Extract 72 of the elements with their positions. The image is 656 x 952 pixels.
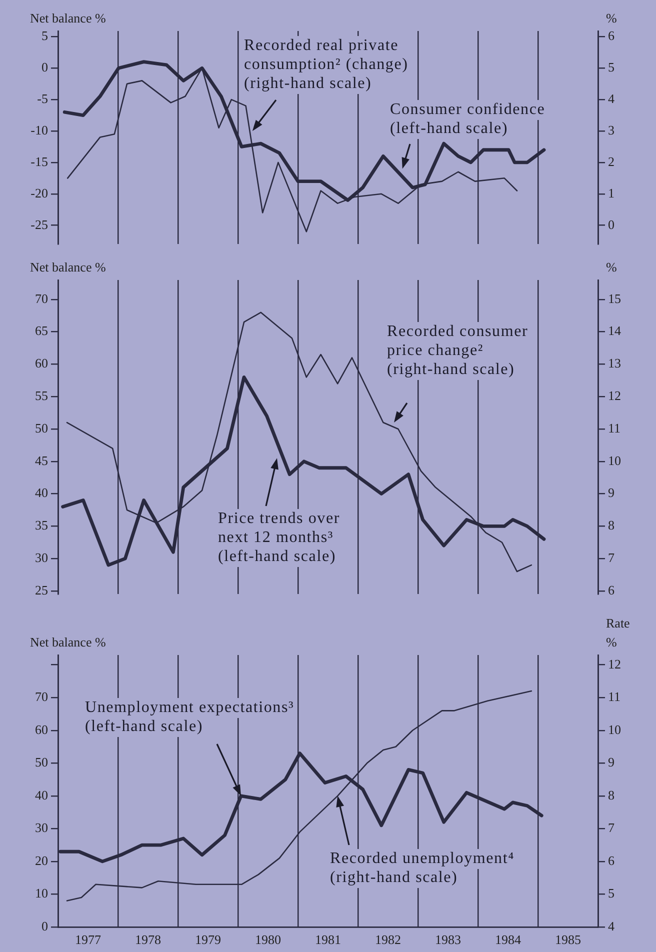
y2-tick-label: 5 bbox=[608, 60, 614, 75]
y2-tick-label: 8 bbox=[608, 787, 614, 802]
y2-tick-label: 6 bbox=[608, 28, 615, 44]
y2-tick-label: 5 bbox=[608, 886, 614, 901]
y-tick-label: 5 bbox=[42, 28, 48, 44]
y-tick-label: 55 bbox=[35, 388, 48, 404]
x-tick-label: 1980 bbox=[255, 932, 281, 948]
y-tick-label: 30 bbox=[35, 550, 48, 565]
y-tick-label: 35 bbox=[35, 518, 48, 533]
y-tick-label: 40 bbox=[35, 485, 48, 500]
y-tick-label: 45 bbox=[35, 452, 48, 468]
y2-tick-label: 12 bbox=[608, 388, 621, 404]
annotation: Consumer confidence (left-hand scale) bbox=[390, 101, 546, 138]
x-tick-label: 1977 bbox=[75, 932, 102, 948]
y-tick-label: 25 bbox=[35, 582, 48, 598]
y-tick-label: 30 bbox=[35, 820, 48, 836]
y-tick-label: 50 bbox=[35, 754, 48, 770]
y-tick-label: 0 bbox=[42, 918, 48, 934]
y2-tick-label: 4 bbox=[608, 90, 615, 106]
y-tick-label: -10 bbox=[30, 122, 48, 138]
y2-tick-label: 10 bbox=[608, 452, 621, 468]
x-tick-label: 1985 bbox=[555, 932, 581, 948]
y-axis-title: Net balance % bbox=[30, 634, 106, 650]
x-tick-label: 1979 bbox=[195, 932, 221, 948]
y-tick-label: 40 bbox=[35, 787, 48, 802]
y-tick-label: -5 bbox=[37, 90, 48, 106]
y2-axis-title: % bbox=[606, 259, 617, 274]
y-axis-title: Net balance % bbox=[30, 10, 106, 26]
y-tick-label: 70 bbox=[35, 689, 48, 704]
y2-tick-label: 6 bbox=[608, 582, 615, 598]
y2-tick-label: 2 bbox=[608, 154, 614, 169]
x-tick-label: 1978 bbox=[135, 932, 161, 948]
y-tick-label: 60 bbox=[35, 356, 48, 371]
y2-tick-label: 3 bbox=[608, 122, 614, 138]
x-tick-label: 1984 bbox=[495, 932, 522, 948]
y-tick-label: 70 bbox=[35, 290, 48, 306]
y2-tick-label: 15 bbox=[608, 290, 621, 306]
y2-tick-label: 9 bbox=[608, 754, 614, 770]
y2-tick-label: 6 bbox=[608, 852, 615, 868]
y2-tick-label: 4 bbox=[608, 918, 615, 934]
y-tick-label: 20 bbox=[35, 852, 48, 868]
y2-axis-title: Rate % bbox=[606, 615, 630, 650]
y-tick-label: 50 bbox=[35, 420, 48, 436]
y2-tick-label: 13 bbox=[608, 356, 621, 371]
x-tick-label: 1983 bbox=[435, 932, 461, 948]
y2-tick-label: 7 bbox=[608, 550, 615, 565]
y2-tick-label: 0 bbox=[608, 216, 614, 232]
y-tick-label: -15 bbox=[30, 154, 48, 169]
y-tick-label: 65 bbox=[35, 323, 48, 338]
x-tick-label: 1982 bbox=[375, 932, 401, 948]
y2-tick-label: 8 bbox=[608, 518, 614, 533]
annotation: Unemployment expectations³ (left-hand scale) bbox=[85, 699, 294, 736]
y-tick-label: 60 bbox=[35, 722, 48, 737]
y-axis-title: Net balance % bbox=[30, 259, 106, 274]
y2-tick-label: 7 bbox=[608, 820, 615, 836]
annotation: Price trends over next 12 months³ (left-hand scale) bbox=[218, 510, 340, 566]
y2-tick-label: 11 bbox=[608, 689, 621, 704]
y-tick-label: -25 bbox=[30, 216, 48, 232]
y2-tick-label: 11 bbox=[608, 420, 621, 436]
y-tick-label: 10 bbox=[35, 886, 48, 901]
annotation: Recorded real private consumption² (change) (right-hand scale) bbox=[244, 37, 408, 92]
y2-tick-label: 10 bbox=[608, 722, 621, 737]
annotation: Recorded unemployment⁴ (right-hand scale) bbox=[330, 850, 514, 886]
x-tick-label: 1981 bbox=[315, 932, 341, 948]
y2-tick-label: 14 bbox=[608, 323, 622, 338]
annotation: Recorded consumer price change² (right-hand scale) bbox=[387, 323, 528, 378]
y-tick-label: -20 bbox=[30, 185, 48, 200]
y2-tick-label: 1 bbox=[608, 185, 614, 200]
y2-tick-label: 9 bbox=[608, 485, 614, 500]
y2-axis-title: % bbox=[606, 10, 617, 26]
y2-tick-label: 12 bbox=[608, 656, 621, 672]
y-tick-label: 0 bbox=[42, 60, 48, 75]
